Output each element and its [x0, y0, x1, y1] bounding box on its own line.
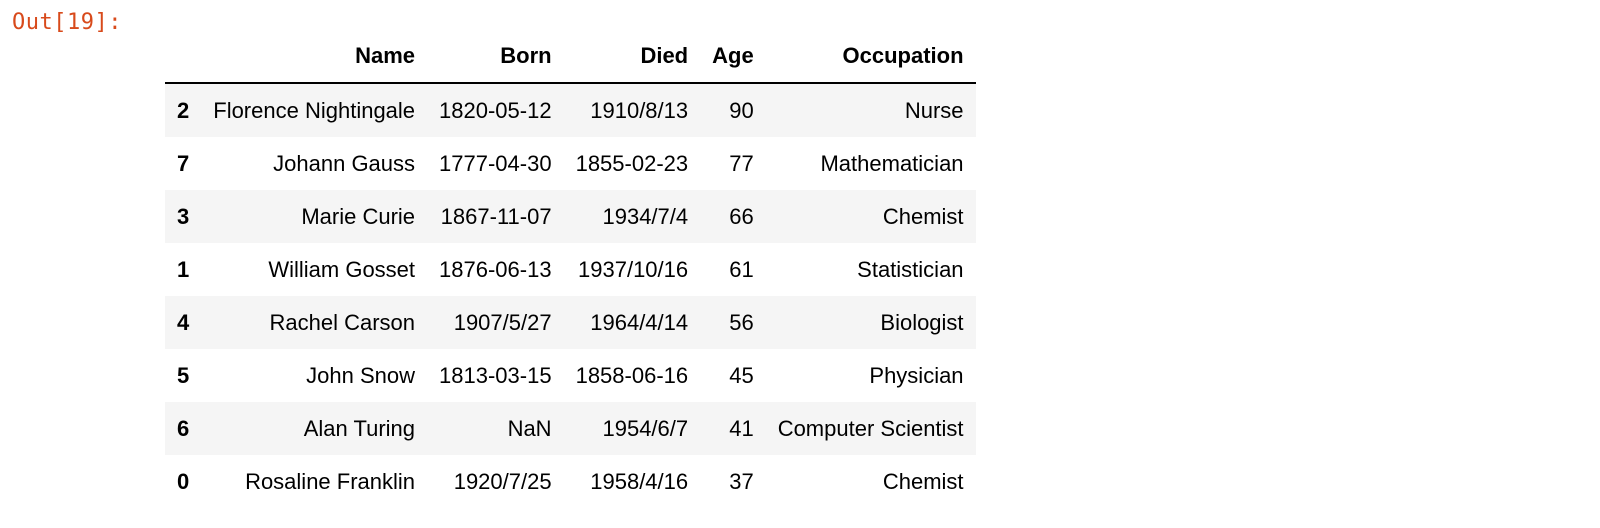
cell-died: 1964/4/14: [590, 309, 689, 335]
cell-name: Rosaline Franklin: [245, 468, 416, 494]
cell-died: 1954/6/7: [602, 415, 689, 441]
table-row: 4 Rachel Carson 1907/5/27 1964/4/14 56 B…: [165, 296, 976, 349]
output-prompt: Out[19]:: [12, 10, 122, 35]
cell-occupation: Mathematician: [820, 150, 964, 176]
cell-died: 1958/4/16: [590, 468, 689, 494]
row-index: 5: [177, 362, 190, 388]
table-row: 3 Marie Curie 1867-11-07 1934/7/4 66 Che…: [165, 190, 976, 243]
cell-died: 1910/8/13: [590, 97, 689, 123]
cell-born: 1907/5/27: [453, 309, 552, 335]
cell-born: 1777-04-30: [439, 150, 552, 176]
cell-name: William Gosset: [268, 256, 416, 282]
table-row: 2 Florence Nightingale 1820-05-12 1910/8…: [165, 83, 976, 137]
cell-age: 77: [729, 150, 754, 176]
cell-age: 37: [729, 468, 754, 494]
dataframe-table: Name Born Died Age Occupation 2 Florence…: [165, 30, 976, 508]
cell-born: 1920/7/25: [453, 468, 552, 494]
cell-died: 1858-06-16: [575, 362, 689, 388]
row-index: 6: [177, 415, 190, 441]
cell-occupation: Biologist: [880, 309, 964, 335]
column-header-died: Died: [563, 30, 701, 84]
table-header: Name Born Died Age Occupation: [165, 30, 976, 84]
cell-name: Rachel Carson: [269, 309, 416, 335]
row-index: 0: [177, 468, 190, 494]
cell-occupation: Chemist: [882, 468, 964, 494]
cell-age: 45: [729, 362, 754, 388]
cell-age: 56: [729, 309, 754, 335]
cell-born: 1876-06-13: [439, 256, 552, 282]
table-row: 7 Johann Gauss 1777-04-30 1855-02-23 77 …: [165, 137, 976, 190]
row-index: 2: [177, 97, 190, 123]
row-index: 1: [177, 256, 190, 282]
cell-name: Johann Gauss: [273, 150, 416, 176]
cell-born: 1867-11-07: [440, 203, 552, 229]
cell-died: 1934/7/4: [602, 203, 689, 229]
cell-born: 1820-05-12: [439, 97, 552, 123]
cell-name: Florence Nightingale: [213, 97, 416, 123]
row-index: 7: [177, 150, 190, 176]
column-header-occupation: Occupation: [765, 30, 976, 84]
row-index: 3: [177, 203, 190, 229]
cell-name: Marie Curie: [301, 203, 416, 229]
cell-occupation: Computer Scientist: [777, 415, 964, 441]
row-index: 4: [177, 309, 190, 335]
cell-born: 1813-03-15: [439, 362, 552, 388]
cell-age: 66: [729, 203, 754, 229]
cell-occupation: Chemist: [882, 203, 964, 229]
cell-occupation: Physician: [869, 362, 964, 388]
header-row: Name Born Died Age Occupation: [165, 30, 976, 84]
cell-died: 1855-02-23: [575, 150, 689, 176]
table-row: 5 John Snow 1813-03-15 1858-06-16 45 Phy…: [165, 349, 976, 402]
table-body: 2 Florence Nightingale 1820-05-12 1910/8…: [165, 83, 976, 508]
cell-occupation: Statistician: [857, 256, 964, 282]
table-row: 0 Rosaline Franklin 1920/7/25 1958/4/16 …: [165, 455, 976, 508]
cell-age: 41: [729, 415, 754, 441]
table-row: 1 William Gosset 1876-06-13 1937/10/16 6…: [165, 243, 976, 296]
cell-died: 1937/10/16: [578, 256, 689, 282]
cell-name: John Snow: [306, 362, 416, 388]
column-header-born: Born: [427, 30, 564, 84]
cell-born: NaN: [507, 415, 552, 441]
cell-name: Alan Turing: [303, 415, 416, 441]
cell-age: 61: [729, 256, 754, 282]
table-row: 6 Alan Turing NaN 1954/6/7 41 Computer S…: [165, 402, 976, 455]
column-header-age: Age: [700, 30, 766, 84]
index-header: [165, 30, 202, 84]
cell-occupation: Nurse: [904, 97, 964, 123]
cell-age: 90: [729, 97, 754, 123]
column-header-name: Name: [201, 30, 428, 84]
